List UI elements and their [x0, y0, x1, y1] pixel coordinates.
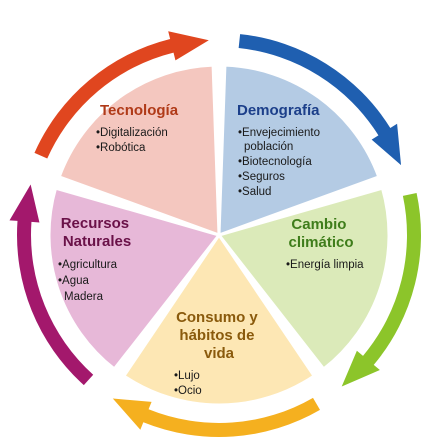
list-item: •Biotecnología	[238, 156, 312, 168]
cycle-arrow-recursos-naturales	[9, 184, 94, 386]
title-line: hábitos de	[179, 327, 254, 344]
list-item: •Energía limpia	[286, 259, 364, 271]
wedges-layer	[47, 63, 391, 407]
segment-title-cambio-climatico: Cambio climático	[288, 216, 353, 251]
segment-wedge-recursos-naturales	[47, 186, 222, 372]
list-item: •Envejecimiento	[238, 127, 320, 139]
cycle-arrow-tecnologia	[34, 31, 209, 159]
list-item: •Seguros	[238, 171, 285, 183]
segment-items-tecnologia: •Digitalización •Robótica	[96, 127, 171, 154]
title-line: Recursos	[61, 215, 129, 232]
list-item: •Agua	[58, 275, 89, 287]
list-item: •Ocio	[174, 385, 202, 397]
segment-wedge-consumo	[121, 232, 317, 407]
list-item: población	[244, 141, 293, 153]
segment-items-cambio-climatico: •Energía limpia	[286, 259, 364, 271]
title-line: Tecnología	[100, 102, 179, 119]
segment-items-demografia: •Envejecimiento población •Biotecnología…	[238, 127, 323, 198]
cycle-arrow-demografia	[238, 34, 402, 166]
segment-wedge-tecnologia	[57, 63, 221, 238]
title-line: vida	[204, 345, 235, 362]
segment-wedge-demografia	[217, 63, 381, 238]
title-line: climático	[288, 234, 353, 251]
arrows-layer	[9, 31, 421, 437]
title-line: Consumo y	[176, 309, 258, 326]
segment-title-consumo: Consumo y hábitos de vida	[176, 309, 262, 362]
segment-title-demografia: Demografía	[237, 102, 320, 119]
list-item: •Agricultura	[58, 259, 118, 271]
segment-title-tecnologia: Tecnología	[100, 102, 179, 119]
segment-title-recursos-naturales: Recursos Naturales	[61, 215, 134, 250]
title-line: Cambio	[291, 216, 346, 233]
title-line: Demografía	[237, 102, 320, 119]
segment-wedge-cambio-climatico	[216, 186, 391, 372]
cycle-arrow-consumo	[112, 397, 321, 437]
title-line: Naturales	[63, 233, 131, 250]
segment-items-recursos-naturales: •Agricultura •Agua Madera	[58, 259, 120, 303]
segment-items-consumo: •Lujo •Ocio	[174, 370, 203, 397]
cycle-arrow-cambio-climatico	[341, 193, 421, 387]
list-item: •Lujo	[174, 370, 200, 382]
list-item: Madera	[64, 291, 104, 303]
list-item: •Digitalización	[96, 127, 168, 139]
list-item: •Salud	[238, 186, 271, 198]
list-item: •Robótica	[96, 142, 146, 154]
